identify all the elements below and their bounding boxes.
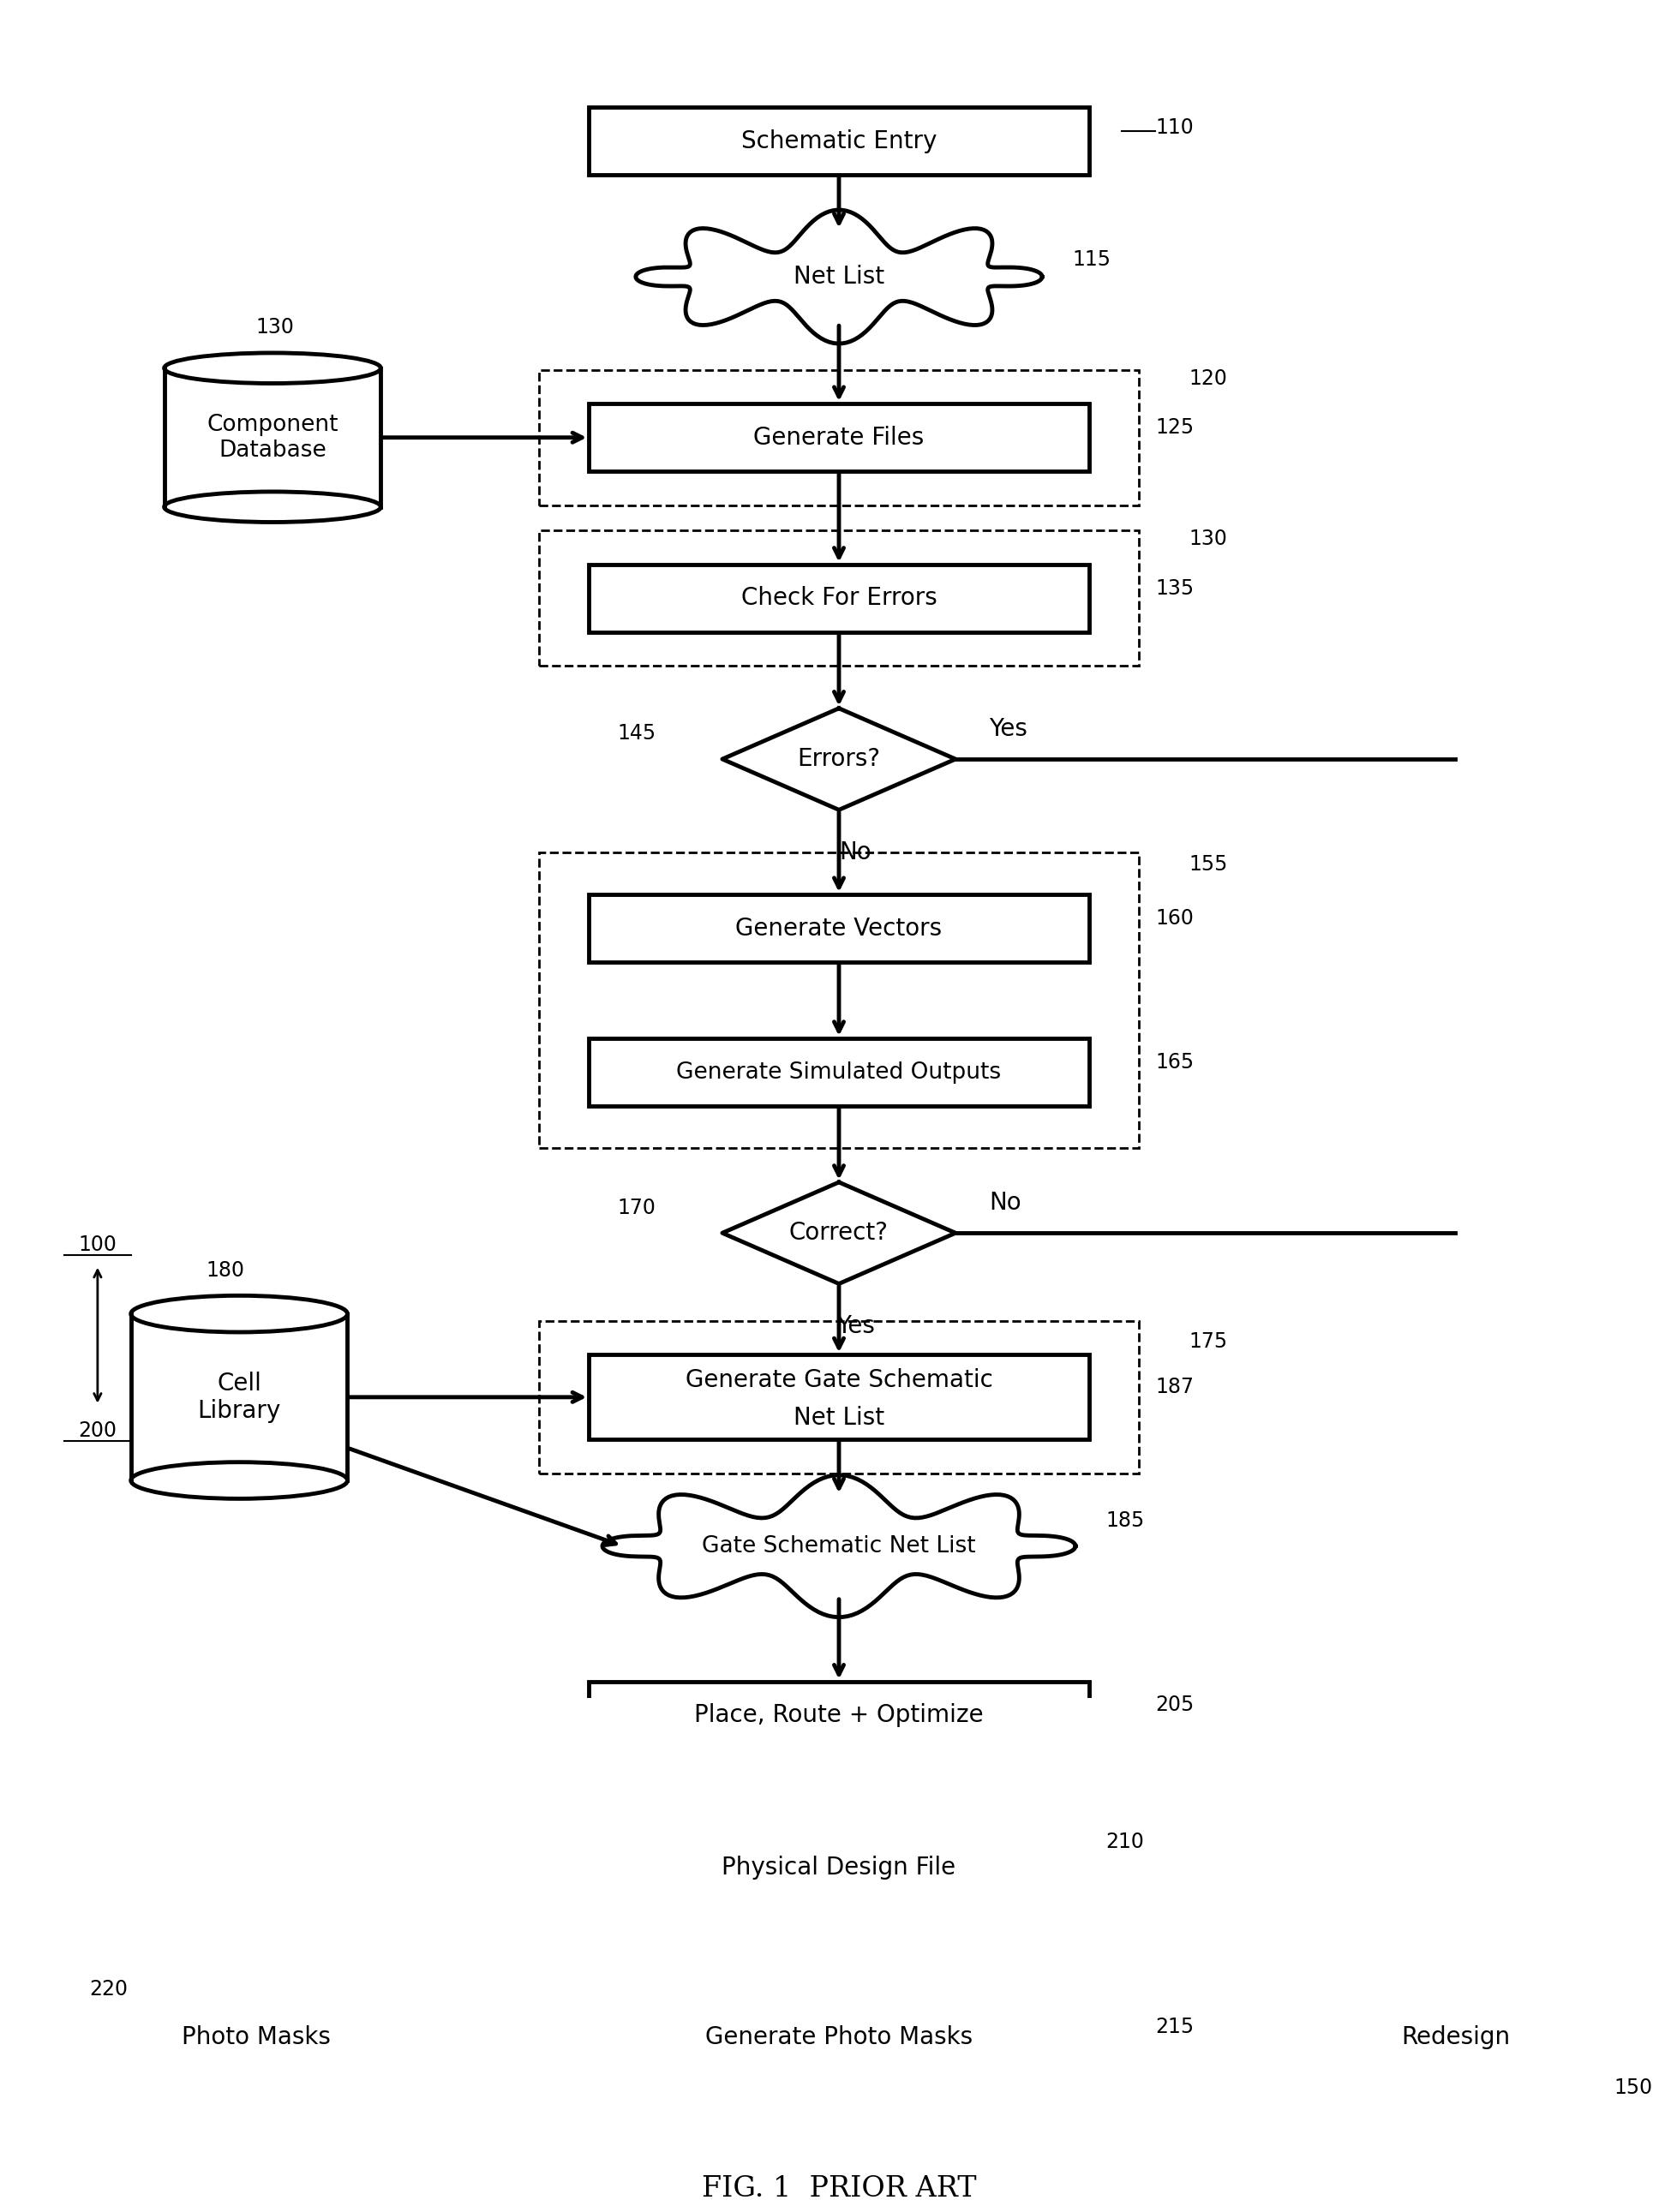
Ellipse shape [164, 491, 381, 522]
Text: Gate Schematic Net List: Gate Schematic Net List [701, 1535, 976, 1557]
Text: 180: 180 [206, 1261, 245, 1281]
Bar [589, 1037, 1088, 1106]
Text: Check For Errors: Check For Errors [741, 586, 936, 611]
Text: Physical Design File: Physical Design File [721, 1856, 956, 1880]
Bar [538, 369, 1139, 504]
Polygon shape [602, 1796, 1075, 1938]
Bar [131, 1332, 347, 1500]
Text: 170: 170 [617, 1197, 656, 1219]
Text: 100: 100 [79, 1234, 117, 1254]
Text: 135: 135 [1155, 577, 1194, 599]
Text: 165: 165 [1155, 1051, 1194, 1073]
Text: 110: 110 [1155, 117, 1194, 137]
Text: Yes: Yes [835, 1314, 874, 1338]
Text: No: No [988, 1190, 1021, 1214]
Text: Generate Files: Generate Files [753, 425, 924, 449]
Text: 120: 120 [1189, 367, 1226, 389]
Text: Correct?: Correct? [788, 1221, 889, 1245]
Text: 175: 175 [1189, 1332, 1228, 1352]
Text: 220: 220 [89, 1980, 127, 2000]
Text: Yes: Yes [988, 717, 1026, 741]
Ellipse shape [131, 1296, 347, 1332]
Text: No: No [838, 841, 872, 865]
Text: Net List: Net List [793, 1405, 884, 1429]
Text: 125: 125 [1155, 418, 1194, 438]
Text: 155: 155 [1189, 854, 1228, 874]
Text: Generate Gate Schematic: Generate Gate Schematic [684, 1369, 993, 1391]
Text: 145: 145 [617, 723, 656, 743]
Bar [538, 531, 1139, 666]
Polygon shape [602, 1475, 1075, 1617]
Bar [589, 564, 1088, 633]
Text: Generate Vectors: Generate Vectors [735, 916, 942, 940]
Text: 210: 210 [1105, 1832, 1144, 1851]
Text: Schematic Entry: Schematic Entry [741, 128, 936, 153]
Text: 160: 160 [1155, 907, 1194, 929]
Bar [589, 108, 1088, 175]
Bar [1330, 2004, 1580, 2070]
Polygon shape [721, 1181, 956, 1283]
Text: 130: 130 [255, 316, 293, 338]
Text: 150: 150 [1613, 2077, 1652, 2097]
Text: Photo Masks: Photo Masks [181, 2024, 330, 2048]
Bar [106, 2004, 406, 2070]
Text: Place, Route + Optimize: Place, Route + Optimize [694, 1703, 983, 1728]
Text: 130: 130 [1189, 529, 1226, 549]
Polygon shape [721, 708, 956, 810]
Bar [589, 1681, 1088, 1750]
Polygon shape [636, 210, 1041, 343]
Text: Net List: Net List [793, 265, 884, 290]
Text: 187: 187 [1155, 1376, 1194, 1398]
Text: Generate Simulated Outputs: Generate Simulated Outputs [676, 1062, 1001, 1084]
Bar [589, 2004, 1088, 2070]
Text: Redesign: Redesign [1400, 2024, 1509, 2048]
Ellipse shape [131, 1462, 347, 1500]
Bar [589, 403, 1088, 471]
Ellipse shape [164, 354, 381, 383]
Text: 205: 205 [1155, 1694, 1194, 1717]
Text: Component
Database: Component Database [206, 414, 339, 462]
Text: Cell
Library: Cell Library [198, 1371, 280, 1422]
Text: 115: 115 [1072, 250, 1110, 270]
Bar [589, 894, 1088, 962]
Text: 200: 200 [79, 1420, 117, 1442]
Bar [538, 852, 1139, 1148]
Bar [538, 1321, 1139, 1473]
Bar [164, 383, 381, 522]
Bar [589, 1354, 1088, 1440]
Text: Errors?: Errors? [797, 748, 880, 772]
Text: Generate Photo Masks: Generate Photo Masks [704, 2024, 973, 2048]
Text: FIG. 1  PRIOR ART: FIG. 1 PRIOR ART [701, 2177, 976, 2203]
Text: 215: 215 [1155, 2017, 1194, 2037]
Text: 185: 185 [1105, 1511, 1144, 1531]
